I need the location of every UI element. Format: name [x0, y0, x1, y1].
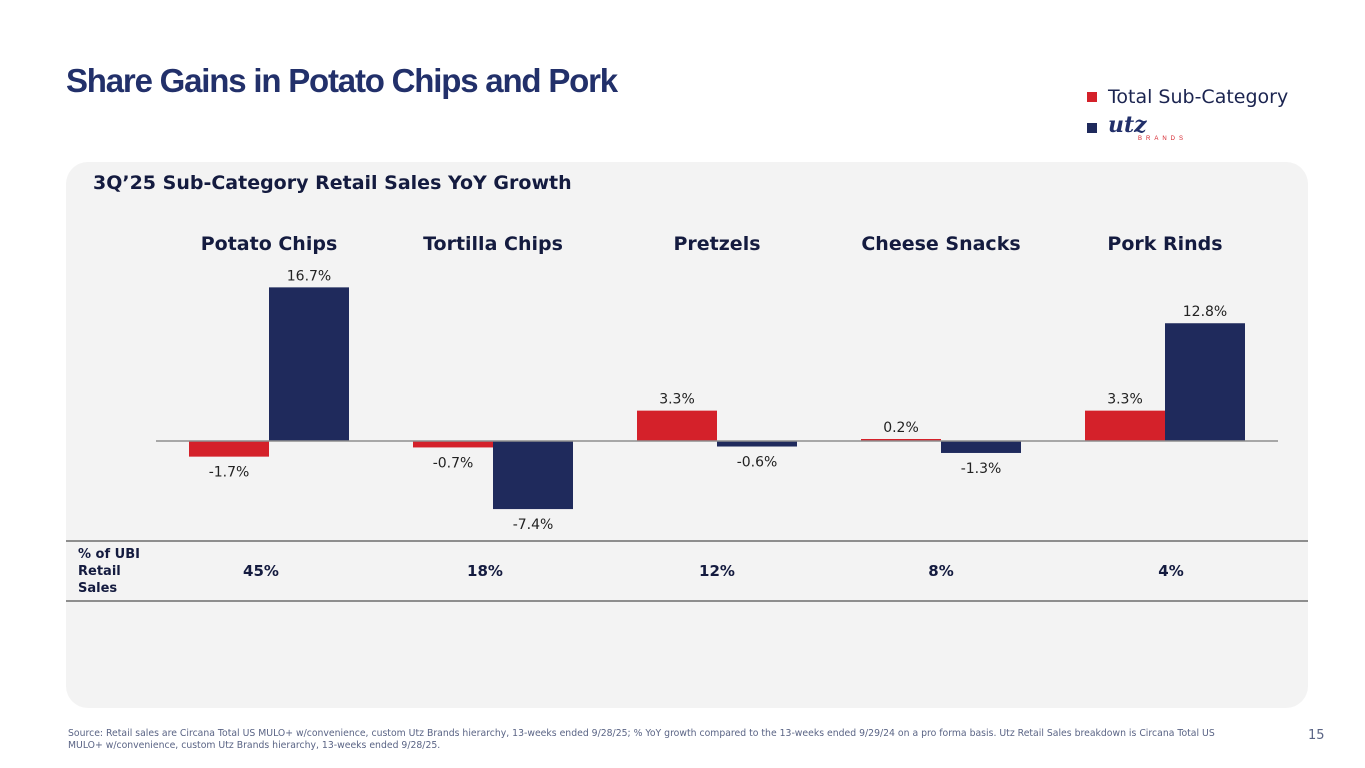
share-cell-tortilla-chips: 18% [467, 562, 503, 580]
value-label-utz-cheese-snacks: -1.3% [961, 461, 1002, 477]
utz-logo-subtext: BRANDS [1138, 136, 1188, 142]
category-label-pretzels: Pretzels [673, 233, 760, 255]
value-label-utz-pretzels: -0.6% [737, 455, 778, 471]
value-label-utz-tortilla-chips: -7.4% [513, 517, 554, 533]
category-label-tortilla-chips: Tortilla Chips [423, 233, 563, 255]
share-cell-cheese-snacks: 8% [928, 562, 954, 580]
bar-total-pork-rinds [1085, 410, 1165, 441]
category-label-pork-rinds: Pork Rinds [1107, 233, 1222, 255]
utz-brands-logo: utz BRANDS [1108, 112, 1188, 143]
value-label-total-cheese-snacks: 0.2% [883, 420, 919, 436]
value-label-total-pretzels: 3.3% [659, 392, 695, 408]
share-cell-pretzels: 12% [699, 562, 735, 580]
legend-item-utz: utz BRANDS [1087, 110, 1288, 146]
bar-utz-pork-rinds [1165, 323, 1245, 441]
value-label-utz-potato-chips: 16.7% [287, 268, 331, 284]
bar-total-cheese-snacks [861, 439, 941, 441]
legend-item-total: Total Sub-Category [1087, 84, 1288, 110]
value-label-utz-pork-rinds: 12.8% [1183, 304, 1227, 320]
bar-utz-pretzels [717, 441, 797, 447]
bar-total-pretzels [637, 410, 717, 441]
chart-title: 3Q’25 Sub-Category Retail Sales YoY Grow… [93, 172, 572, 194]
value-label-total-pork-rinds: 3.3% [1107, 392, 1143, 408]
source-footnote: Source: Retail sales are Circana Total U… [68, 728, 1215, 751]
legend-swatch-total [1087, 92, 1097, 102]
bar-utz-potato-chips [269, 287, 349, 441]
legend-swatch-utz [1087, 123, 1097, 133]
share-cell-potato-chips: 45% [243, 562, 279, 580]
category-label-potato-chips: Potato Chips [201, 233, 338, 255]
share-cell-pork-rinds: 4% [1158, 562, 1184, 580]
legend: Total Sub-Category utz BRANDS [1087, 84, 1288, 146]
share-row-label: % of UBI Retail Sales [78, 547, 140, 596]
value-label-total-tortilla-chips: -0.7% [433, 455, 474, 471]
table-top-divider [66, 540, 1308, 542]
utz-logo-word: utz [1108, 112, 1147, 138]
bar-utz-tortilla-chips [493, 441, 573, 510]
bar-total-tortilla-chips [413, 441, 493, 448]
value-label-total-potato-chips: -1.7% [209, 465, 250, 481]
page-number: 15 [1308, 728, 1325, 743]
table-bottom-divider [66, 600, 1308, 602]
bar-total-potato-chips [189, 441, 269, 457]
category-label-cheese-snacks: Cheese Snacks [861, 233, 1020, 255]
legend-label-total: Total Sub-Category [1108, 86, 1289, 108]
bar-utz-cheese-snacks [941, 441, 1021, 453]
page-title: Share Gains in Potato Chips and Pork [66, 62, 618, 99]
